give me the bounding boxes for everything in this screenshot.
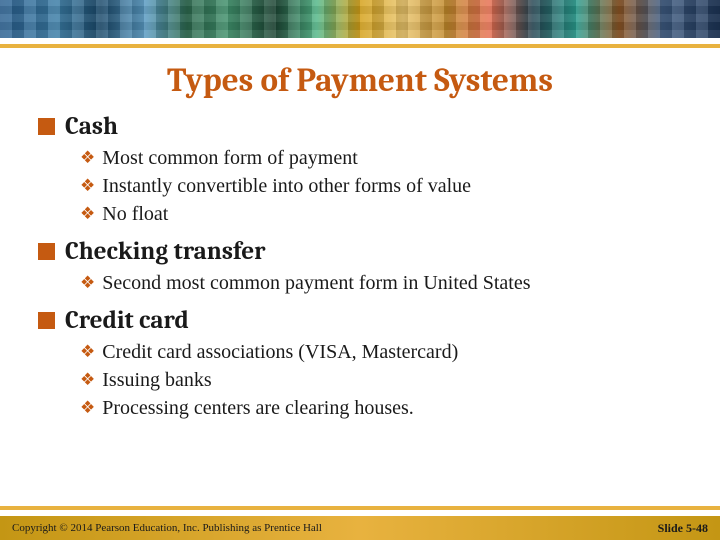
list-item: ❖ Credit card associations (VISA, Master… xyxy=(80,339,690,365)
top-underline xyxy=(0,44,720,48)
sub-list: ❖ Credit card associations (VISA, Master… xyxy=(38,339,690,421)
copyright-text: Copyright © 2014 Pearson Education, Inc.… xyxy=(12,522,322,534)
diamond-bullet-icon: ❖ xyxy=(80,367,95,392)
square-bullet-icon xyxy=(38,118,55,135)
footer-underline xyxy=(0,506,720,510)
section-credit: Credit card ❖ Credit card associations (… xyxy=(38,306,690,421)
section-checking: Checking transfer ❖ Second most common p… xyxy=(38,237,690,296)
list-item: ❖ Instantly convertible into other forms… xyxy=(80,173,690,199)
section-heading: Credit card xyxy=(65,306,189,335)
section-heading: Checking transfer xyxy=(65,237,266,266)
square-bullet-icon xyxy=(38,243,55,260)
diamond-bullet-icon: ❖ xyxy=(80,145,95,170)
footer: Copyright © 2014 Pearson Education, Inc.… xyxy=(0,506,720,540)
list-item: ❖ No float xyxy=(80,201,690,227)
heading-row: Credit card xyxy=(38,306,690,335)
item-text: No float xyxy=(102,201,168,227)
slide-content: Cash ❖ Most common form of payment ❖ Ins… xyxy=(0,112,720,421)
decorative-top-banner xyxy=(0,0,720,38)
footer-banner: Copyright © 2014 Pearson Education, Inc.… xyxy=(0,516,720,540)
heading-row: Checking transfer xyxy=(38,237,690,266)
diamond-bullet-icon: ❖ xyxy=(80,173,95,198)
sub-list: ❖ Second most common payment form in Uni… xyxy=(38,270,690,296)
list-item: ❖ Most common form of payment xyxy=(80,145,690,171)
list-item: ❖ Processing centers are clearing houses… xyxy=(80,395,690,421)
item-text: Credit card associations (VISA, Masterca… xyxy=(102,339,458,365)
heading-row: Cash xyxy=(38,112,690,141)
sub-list: ❖ Most common form of payment ❖ Instantl… xyxy=(38,145,690,227)
item-text: Most common form of payment xyxy=(102,145,358,171)
square-bullet-icon xyxy=(38,312,55,329)
item-text: Processing centers are clearing houses. xyxy=(102,395,414,421)
diamond-bullet-icon: ❖ xyxy=(80,395,95,420)
item-text: Instantly convertible into other forms o… xyxy=(102,173,471,199)
item-text: Second most common payment form in Unite… xyxy=(102,270,530,296)
item-text: Issuing banks xyxy=(102,367,211,393)
section-heading: Cash xyxy=(65,112,118,141)
list-item: ❖ Second most common payment form in Uni… xyxy=(80,270,690,296)
diamond-bullet-icon: ❖ xyxy=(80,270,95,295)
slide-title: Types of Payment Systems xyxy=(0,62,720,100)
diamond-bullet-icon: ❖ xyxy=(80,201,95,226)
diamond-bullet-icon: ❖ xyxy=(80,339,95,364)
slide-number: Slide 5-48 xyxy=(658,521,708,536)
list-item: ❖ Issuing banks xyxy=(80,367,690,393)
section-cash: Cash ❖ Most common form of payment ❖ Ins… xyxy=(38,112,690,227)
